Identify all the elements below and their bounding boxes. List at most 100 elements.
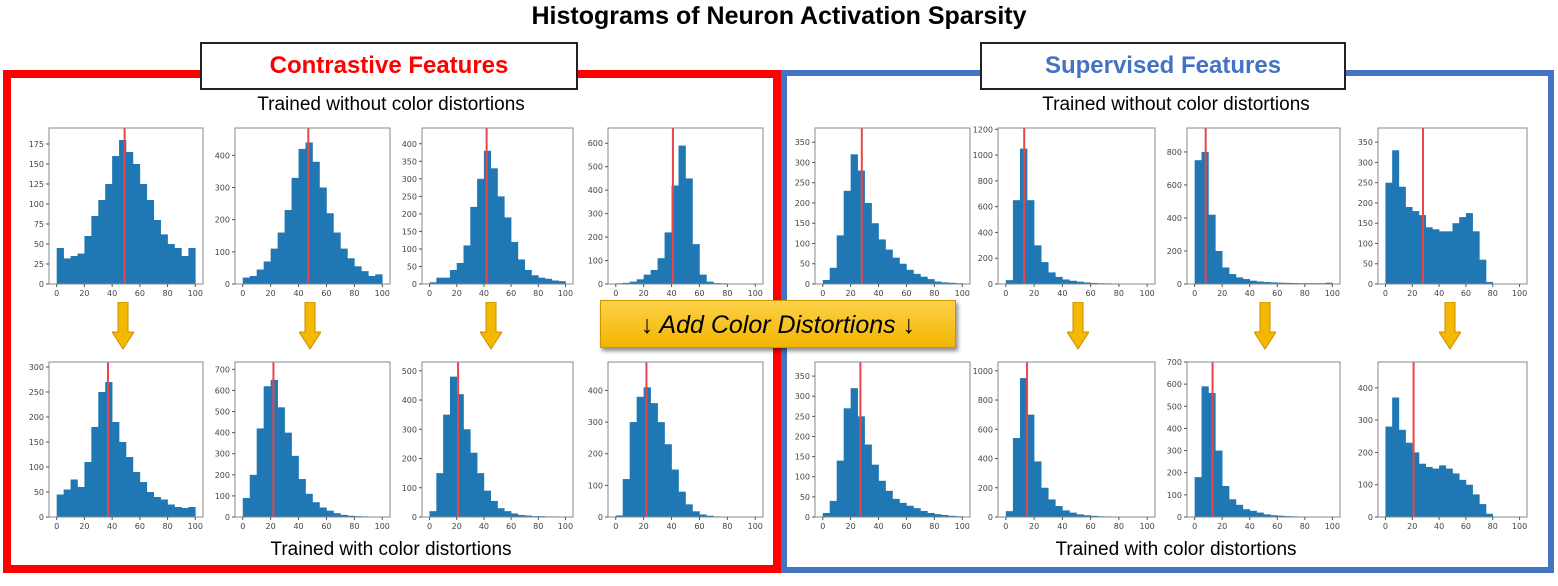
histogram-bar (1019, 378, 1028, 517)
histogram-bar (836, 460, 844, 517)
histogram-bar (1385, 426, 1393, 517)
x-tick-label: 80 (1488, 522, 1498, 531)
histogram-bar (256, 269, 264, 284)
histogram-bar (1432, 468, 1440, 517)
histogram-bar (1465, 484, 1473, 517)
y-tick-label: 125 (29, 180, 44, 189)
histogram-bar (319, 187, 327, 284)
histogram-bar (326, 213, 334, 284)
y-tick-label: 150 (1358, 219, 1373, 228)
x-tick-label: 80 (1300, 522, 1310, 531)
histogram-bar (1083, 515, 1091, 517)
histogram-bar (375, 274, 383, 284)
histogram-bar (899, 502, 907, 517)
histogram-bar (927, 512, 935, 517)
y-tick-label: 400 (215, 151, 230, 160)
histogram-svg: 0 20 40 60 80 100 0 100 200 300 400 500 (402, 361, 574, 531)
histogram-bar (105, 184, 113, 284)
x-tick-label: 60 (135, 522, 145, 531)
y-tick-label: 250 (402, 192, 417, 201)
x-tick-label: 40 (873, 522, 883, 531)
y-tick-label: 200 (402, 455, 417, 464)
histogram-bar (1452, 223, 1460, 284)
histogram-bar (56, 494, 64, 517)
histogram-contrastive-without-3: 0 20 40 60 80 100 0 50 100 150 200 250 300 350 400 (402, 127, 574, 298)
histogram-bar (270, 248, 278, 284)
histogram-bar (126, 152, 134, 284)
y-tick-label: 0 (225, 513, 230, 522)
y-tick-label: 150 (29, 160, 44, 169)
histogram-bar (829, 267, 837, 284)
histogram-bar (497, 196, 505, 284)
axes-frame (1377, 127, 1528, 285)
figure-title: Histograms of Neuron Activation Sparsity (531, 2, 1027, 30)
histogram-bar (277, 407, 285, 517)
histogram-bar (1263, 282, 1271, 284)
x-tick-label: 20 (1029, 289, 1039, 298)
histogram-bar (119, 442, 127, 517)
histogram-svg: 0 20 40 60 80 100 0 200 400 600 800 (1167, 127, 1341, 298)
histogram-bar (1445, 468, 1453, 517)
y-tick-label: 400 (1167, 424, 1182, 433)
histogram-bar (347, 515, 355, 517)
histogram-bar (1325, 282, 1333, 284)
x-tick-label: 0 (240, 289, 245, 298)
histogram-bar (829, 500, 837, 517)
histogram-bar (941, 282, 949, 284)
x-tick-label: 80 (162, 522, 172, 531)
histogram-bar (139, 184, 148, 284)
x-tick-label: 100 (375, 289, 390, 298)
histogram-bar (429, 511, 437, 517)
histogram-bar (517, 259, 525, 284)
histogram-bar (284, 210, 292, 284)
x-tick-label: 20 (846, 522, 856, 531)
y-tick-label: 75 (34, 220, 44, 229)
histogram-bar (1055, 506, 1063, 517)
x-tick-label: 80 (1300, 289, 1310, 298)
histogram-bar (284, 432, 292, 517)
y-tick-label: 0 (39, 280, 44, 289)
x-tick-label: 60 (506, 522, 516, 531)
histogram-bar (63, 489, 71, 517)
y-tick-label: 25 (34, 260, 44, 269)
histogram-bar (629, 281, 637, 284)
y-tick-label: 0 (39, 513, 44, 522)
x-tick-label: 100 (188, 522, 203, 531)
histogram-bar (188, 248, 196, 284)
histogram-bar (160, 499, 168, 517)
x-tick-label: 0 (54, 289, 59, 298)
y-tick-label: 200 (588, 450, 603, 459)
y-tick-label: 300 (588, 210, 603, 219)
histogram-bar (256, 428, 264, 517)
y-tick-label: 50 (34, 240, 44, 249)
histogram-svg: 0 20 40 60 80 100 0 50 100 150 200 250 300 350 (795, 127, 971, 298)
axes-frame (607, 127, 764, 285)
contrastive-label: Contrastive Features (200, 42, 578, 90)
x-tick-label: 60 (1086, 522, 1096, 531)
add-color-distortions-banner: ↓ Add Color Distortions ↓ (600, 300, 956, 348)
histogram-bar (629, 422, 637, 517)
y-tick-label: 1200 (973, 125, 993, 134)
contrastive-top-caption: Trained without color distortions (257, 94, 525, 115)
histogram-bar (146, 492, 155, 517)
y-tick-label: 100 (795, 239, 810, 248)
histogram-bar (298, 479, 306, 517)
x-tick-label: 0 (1192, 289, 1197, 298)
x-tick-label: 100 (748, 522, 763, 531)
histogram-bar (650, 269, 658, 284)
histogram-bar (490, 168, 498, 284)
histogram-bar (91, 427, 99, 517)
histogram-svg: 0 20 40 60 80 100 0 50 100 150 200 250 300 350 (1358, 127, 1528, 298)
x-tick-label: 100 (955, 289, 970, 298)
x-tick-label: 20 (639, 522, 649, 531)
x-tick-label: 100 (1325, 289, 1340, 298)
histogram-bar (449, 269, 458, 284)
histogram-bar (511, 241, 519, 284)
histogram-bar (657, 422, 665, 517)
axes-frame (234, 127, 391, 285)
x-tick-label: 0 (427, 289, 432, 298)
histogram-bar (524, 269, 532, 284)
y-tick-label: 250 (795, 179, 810, 188)
histogram-bar (1465, 213, 1473, 284)
x-tick-label: 40 (1057, 522, 1067, 531)
